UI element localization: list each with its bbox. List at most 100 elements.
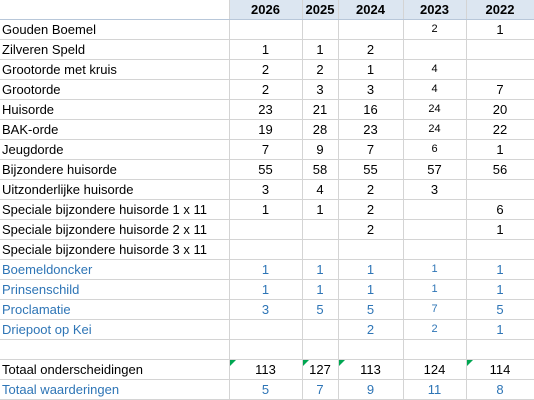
value-cell[interactable] xyxy=(229,239,303,260)
value-cell[interactable] xyxy=(229,19,303,40)
value-cell[interactable]: 6 xyxy=(466,199,534,220)
value-cell[interactable]: 6 xyxy=(403,139,467,160)
value-cell[interactable] xyxy=(403,199,467,220)
value-cell[interactable]: 24 xyxy=(403,119,467,140)
header-corner-cell[interactable] xyxy=(0,0,230,20)
empty-cell[interactable] xyxy=(229,339,303,360)
value-cell[interactable]: 58 xyxy=(302,159,339,180)
value-cell[interactable] xyxy=(466,39,534,60)
total-value-cell[interactable]: 5 xyxy=(229,379,303,400)
value-cell[interactable]: 7 xyxy=(466,79,534,100)
value-cell[interactable]: 2 xyxy=(338,39,404,60)
row-label-cell[interactable]: Grootorde xyxy=(0,79,230,100)
total-value-cell[interactable]: 11 xyxy=(403,379,467,400)
value-cell[interactable]: 1 xyxy=(229,199,303,220)
value-cell[interactable]: 56 xyxy=(466,159,534,180)
year-header-cell[interactable]: 2025 xyxy=(302,0,339,20)
value-cell[interactable]: 3 xyxy=(338,79,404,100)
value-cell[interactable]: 1 xyxy=(403,279,467,300)
value-cell[interactable] xyxy=(302,319,339,340)
empty-cell[interactable] xyxy=(338,339,404,360)
year-header-cell[interactable]: 2023 xyxy=(403,0,467,20)
value-cell[interactable]: 4 xyxy=(302,179,339,200)
value-cell[interactable]: 1 xyxy=(338,59,404,80)
value-cell[interactable] xyxy=(229,219,303,240)
value-cell[interactable]: 4 xyxy=(403,79,467,100)
value-cell[interactable]: 5 xyxy=(338,299,404,320)
value-cell[interactable]: 2 xyxy=(338,179,404,200)
row-label-cell[interactable]: Gouden Boemel xyxy=(0,19,230,40)
value-cell[interactable]: 7 xyxy=(338,139,404,160)
value-cell[interactable]: 5 xyxy=(302,299,339,320)
value-cell[interactable] xyxy=(403,39,467,60)
value-cell[interactable]: 1 xyxy=(338,259,404,280)
value-cell[interactable]: 2 xyxy=(338,219,404,240)
row-label-cell[interactable]: Boemeldoncker xyxy=(0,259,230,280)
empty-cell[interactable] xyxy=(403,339,467,360)
value-cell[interactable]: 2 xyxy=(338,199,404,220)
row-label-cell[interactable]: Proclamatie xyxy=(0,299,230,320)
value-cell[interactable] xyxy=(466,239,534,260)
row-label-cell[interactable]: Speciale bijzondere huisorde 1 x 11 xyxy=(0,199,230,220)
value-cell[interactable] xyxy=(403,219,467,240)
value-cell[interactable]: 7 xyxy=(229,139,303,160)
row-label-cell[interactable]: Uitzonderlijke huisorde xyxy=(0,179,230,200)
row-label-cell[interactable]: Prinsenschild xyxy=(0,279,230,300)
value-cell[interactable]: 1 xyxy=(338,279,404,300)
value-cell[interactable]: 1 xyxy=(466,19,534,40)
value-cell[interactable]: 1 xyxy=(403,259,467,280)
empty-cell[interactable] xyxy=(302,339,339,360)
value-cell[interactable] xyxy=(338,239,404,260)
value-cell[interactable] xyxy=(229,319,303,340)
value-cell[interactable]: 16 xyxy=(338,99,404,120)
value-cell[interactable]: 1 xyxy=(229,39,303,60)
value-cell[interactable]: 1 xyxy=(466,139,534,160)
value-cell[interactable]: 57 xyxy=(403,159,467,180)
row-label-cell[interactable]: Bijzondere huisorde xyxy=(0,159,230,180)
value-cell[interactable]: 2 xyxy=(229,59,303,80)
row-label-cell[interactable]: Speciale bijzondere huisorde 2 x 11 xyxy=(0,219,230,240)
row-label-cell[interactable]: Driepoot op Kei xyxy=(0,319,230,340)
value-cell[interactable]: 1 xyxy=(302,199,339,220)
value-cell[interactable]: 2 xyxy=(403,319,467,340)
value-cell[interactable]: 1 xyxy=(229,279,303,300)
empty-cell[interactable] xyxy=(0,339,230,360)
value-cell[interactable]: 23 xyxy=(338,119,404,140)
value-cell[interactable]: 19 xyxy=(229,119,303,140)
total-value-cell[interactable]: 127 xyxy=(302,359,339,380)
value-cell[interactable] xyxy=(466,59,534,80)
value-cell[interactable]: 3 xyxy=(229,179,303,200)
row-label-cell[interactable]: Speciale bijzondere huisorde 3 x 11 xyxy=(0,239,230,260)
total-label-cell[interactable]: Totaal waarderingen xyxy=(0,379,230,400)
year-header-cell[interactable]: 2024 xyxy=(338,0,404,20)
value-cell[interactable] xyxy=(302,19,339,40)
empty-cell[interactable] xyxy=(466,339,534,360)
total-value-cell[interactable]: 114 xyxy=(466,359,534,380)
row-label-cell[interactable]: Zilveren Speld xyxy=(0,39,230,60)
value-cell[interactable]: 1 xyxy=(466,259,534,280)
value-cell[interactable]: 55 xyxy=(229,159,303,180)
year-header-cell[interactable]: 2022 xyxy=(466,0,534,20)
value-cell[interactable]: 1 xyxy=(302,39,339,60)
value-cell[interactable]: 23 xyxy=(229,99,303,120)
value-cell[interactable]: 3 xyxy=(229,299,303,320)
value-cell[interactable] xyxy=(302,219,339,240)
value-cell[interactable]: 55 xyxy=(338,159,404,180)
value-cell[interactable]: 21 xyxy=(302,99,339,120)
value-cell[interactable]: 5 xyxy=(466,299,534,320)
total-value-cell[interactable]: 113 xyxy=(229,359,303,380)
total-value-cell[interactable]: 8 xyxy=(466,379,534,400)
total-value-cell[interactable]: 113 xyxy=(338,359,404,380)
value-cell[interactable] xyxy=(466,179,534,200)
value-cell[interactable]: 28 xyxy=(302,119,339,140)
value-cell[interactable]: 1 xyxy=(466,279,534,300)
value-cell[interactable]: 2 xyxy=(302,59,339,80)
value-cell[interactable]: 1 xyxy=(466,219,534,240)
value-cell[interactable]: 1 xyxy=(466,319,534,340)
total-value-cell[interactable]: 9 xyxy=(338,379,404,400)
value-cell[interactable]: 1 xyxy=(302,279,339,300)
value-cell[interactable]: 3 xyxy=(403,179,467,200)
total-value-cell[interactable]: 7 xyxy=(302,379,339,400)
total-label-cell[interactable]: Totaal onderscheidingen xyxy=(0,359,230,380)
row-label-cell[interactable]: Jeugdorde xyxy=(0,139,230,160)
